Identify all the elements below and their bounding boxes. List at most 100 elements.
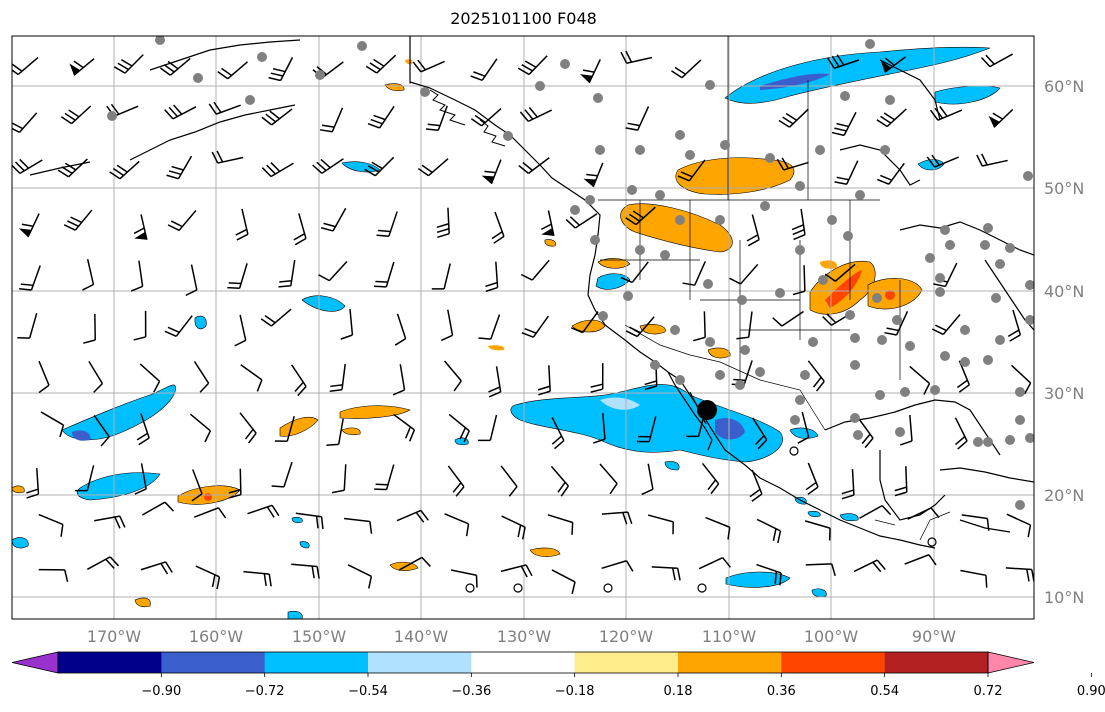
lat-lon-grid <box>12 36 1034 619</box>
colorbar-segment <box>264 652 369 673</box>
wind-barb <box>824 263 856 282</box>
wind-barb <box>592 413 606 444</box>
colorbar-tick-label: 0.90 <box>1077 684 1105 699</box>
wind-barb <box>88 360 104 393</box>
wind-barb <box>791 208 806 241</box>
wind-barb <box>268 57 294 82</box>
wind-barb <box>211 150 244 164</box>
wind-barb <box>518 157 550 174</box>
wind-barb <box>805 462 819 495</box>
wind-barb <box>63 209 93 231</box>
wind-barb <box>954 417 968 450</box>
wind-barb <box>988 108 1014 128</box>
wind-barb <box>417 158 449 177</box>
wind-barb <box>40 411 65 438</box>
wind-barb <box>682 261 706 286</box>
wind-barb <box>343 517 373 534</box>
wind-barb <box>93 415 110 447</box>
station-dot <box>900 387 910 397</box>
wind-barb <box>412 59 445 73</box>
station-dot <box>735 380 745 390</box>
station-markers <box>107 36 1034 593</box>
station-dot <box>715 215 725 225</box>
station-dot <box>660 250 670 260</box>
wind-barb <box>440 309 454 342</box>
wind-barb <box>278 259 296 288</box>
wind-barb <box>884 311 909 336</box>
wind-barb <box>909 365 931 395</box>
colorbar-segment <box>781 652 886 673</box>
wind-barb <box>291 364 307 397</box>
wind-barb <box>74 465 95 492</box>
wind-barb <box>139 363 161 393</box>
wind-barb <box>443 360 462 392</box>
wind-barb <box>1011 364 1032 395</box>
station-dot <box>991 293 1001 303</box>
wind-barb <box>500 564 533 578</box>
wind-barb <box>805 563 836 576</box>
wind-barb <box>450 569 478 588</box>
longitude-label: 100°W <box>804 627 859 646</box>
wind-barb <box>140 561 173 575</box>
station-dot <box>818 275 828 285</box>
longitude-label: 140°W <box>394 627 449 646</box>
colorbar-segment <box>678 652 782 673</box>
colorbar-tick-label: 0.18 <box>664 684 693 699</box>
station-dot <box>935 273 945 283</box>
wind-barb <box>880 56 907 74</box>
wind-barb <box>367 105 395 129</box>
wind-barb <box>907 507 940 520</box>
wind-barb <box>590 363 604 393</box>
wind-barb <box>83 313 96 344</box>
wind-barb <box>109 160 140 180</box>
latitude-label: 30°N <box>1044 384 1084 403</box>
wind-barb <box>243 570 272 587</box>
station-dot <box>685 150 695 160</box>
station-dot <box>1015 415 1025 425</box>
station-dot <box>650 360 660 370</box>
station-dot <box>193 73 203 83</box>
station-dot <box>155 36 165 45</box>
wind-barb <box>12 158 43 174</box>
calm-circle <box>513 583 523 593</box>
station-dot <box>765 153 775 163</box>
calm-circle <box>927 537 937 547</box>
station-dot <box>855 190 865 200</box>
wind-barb <box>217 61 249 80</box>
wind-barb <box>520 259 550 281</box>
station-dot <box>960 325 970 335</box>
latitude-label: 20°N <box>1044 486 1084 505</box>
station-dot <box>865 39 875 49</box>
wind-barb <box>580 59 601 84</box>
longitude-label: 130°W <box>497 627 552 646</box>
station-dot <box>655 190 665 200</box>
station-dot <box>905 341 915 351</box>
colorbar-tick-label: −0.36 <box>451 684 491 699</box>
wind-barb <box>208 101 241 115</box>
wind-barb <box>500 465 518 497</box>
station-dot <box>420 87 430 97</box>
station-dot <box>740 345 750 355</box>
wind-barb <box>447 465 465 497</box>
wind-barb <box>601 560 634 572</box>
wind-barb <box>133 214 148 240</box>
wind-barb <box>164 104 197 120</box>
wind-barb <box>778 108 809 128</box>
wind-barb <box>521 315 550 338</box>
wind-barbs <box>12 50 1034 595</box>
wind-barb <box>931 314 961 336</box>
wind-barb <box>396 509 429 523</box>
wind-barb <box>340 309 354 340</box>
wind-barb <box>166 155 193 180</box>
station-dot <box>827 215 837 225</box>
wind-barb <box>12 112 38 134</box>
wind-barb <box>274 416 295 443</box>
wind-barb <box>26 468 40 499</box>
station-dot <box>895 427 905 437</box>
wind-barb <box>228 468 242 499</box>
station-dot <box>815 145 825 155</box>
wind-barb <box>141 501 175 516</box>
wind-barb <box>69 58 95 76</box>
station-dot <box>995 259 1005 269</box>
wind-barb <box>261 162 294 178</box>
